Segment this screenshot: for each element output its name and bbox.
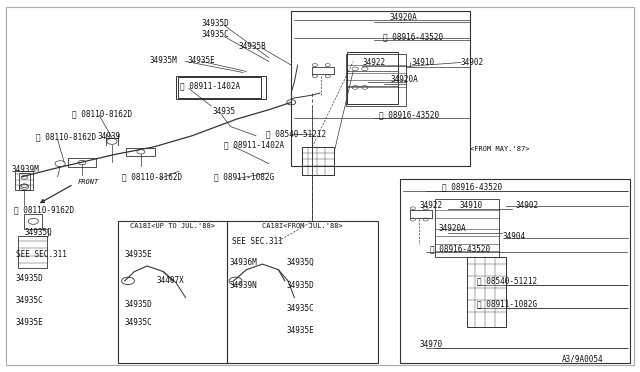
Bar [127,148,155,156]
Text: 34935: 34935 [212,107,236,116]
Text: Ⓑ 08110-8162D: Ⓑ 08110-8162D [36,132,97,141]
Bar [178,77,261,98]
Text: Ⓝ 08911-1402A: Ⓝ 08911-1402A [180,82,241,91]
Text: 34910: 34910 [460,201,483,210]
Text: Ⓝ 08911-1082G: Ⓝ 08911-1082G [477,300,537,309]
Text: Ⓢ 08540-51212: Ⓢ 08540-51212 [477,276,537,285]
Text: 34935E: 34935E [16,318,44,327]
Text: 34935C: 34935C [125,318,152,327]
Bar [302,147,334,175]
Text: Ⓝ 08911-1402A: Ⓝ 08911-1402A [224,141,284,150]
Text: 34935E: 34935E [125,250,152,259]
Text: 34935D: 34935D [202,19,229,28]
Text: 34902: 34902 [461,58,484,67]
Text: Ⓑ 08110-8162D: Ⓑ 08110-8162D [72,109,132,118]
Text: 34407X: 34407X [157,276,184,285]
Bar [15,171,33,190]
Bar [435,199,499,257]
Bar [400,179,630,363]
Text: 34922: 34922 [419,201,442,210]
Text: 34935C: 34935C [16,296,44,305]
Text: 34939N: 34939N [229,281,257,290]
Bar [346,54,406,106]
Text: 34920A: 34920A [438,224,466,233]
Text: A3/9A0054: A3/9A0054 [562,355,604,363]
Text: Ⓦ 08916-43520: Ⓦ 08916-43520 [442,183,502,192]
Text: 34939M: 34939M [12,165,39,174]
Text: 34935B: 34935B [239,42,266,51]
Bar [18,236,47,268]
Text: 34904: 34904 [502,232,525,241]
Text: SEE SEC.311: SEE SEC.311 [16,250,67,259]
Text: 34935D: 34935D [125,300,152,309]
Bar [68,158,97,167]
Text: CA18I<UP TO JUL.'88>: CA18I<UP TO JUL.'88> [131,223,215,229]
Text: 34922: 34922 [363,58,386,67]
Text: 34920A: 34920A [390,13,417,22]
Text: Ⓦ 08916-43520: Ⓦ 08916-43520 [383,32,443,41]
Text: 34902: 34902 [515,201,538,210]
Text: SEE SEC.311: SEE SEC.311 [232,237,282,246]
Text: Ⓦ 08916-43520: Ⓦ 08916-43520 [379,110,439,119]
Text: 34935D: 34935D [287,281,314,290]
Bar [227,221,378,363]
Text: 34935C: 34935C [202,30,229,39]
Text: Ⓝ 08911-1082G: Ⓝ 08911-1082G [214,172,275,181]
Text: FRONT: FRONT [78,179,99,185]
Bar [347,52,398,104]
Text: 34935Q: 34935Q [287,258,314,267]
Text: CA18I<FROM JUL.'88>: CA18I<FROM JUL.'88> [262,223,342,229]
Bar [19,173,30,190]
Text: 34935E: 34935E [188,56,215,65]
Text: 34936M: 34936M [229,258,257,267]
Bar [291,11,470,166]
Text: Ⓢ 08540-51212: Ⓢ 08540-51212 [266,129,326,138]
Bar [118,221,227,363]
Text: 34910: 34910 [412,58,435,67]
Text: 34935Q: 34935Q [24,228,52,237]
Text: Ⓑ 08110-8162D: Ⓑ 08110-8162D [122,172,182,181]
Text: Ⓦ 08916-43520: Ⓦ 08916-43520 [430,244,490,253]
Text: 34935E: 34935E [287,326,314,335]
Bar [467,257,506,327]
Text: Ⓑ 08110-9162D: Ⓑ 08110-9162D [14,206,74,215]
Text: 34970: 34970 [419,340,442,349]
Text: <FROM MAY.'87>: <FROM MAY.'87> [470,146,530,152]
Text: 34939: 34939 [98,132,121,141]
Text: 34920A: 34920A [390,76,418,84]
Bar [176,76,266,99]
Text: 34935D: 34935D [16,274,44,283]
Bar [24,214,42,229]
Text: 34935M: 34935M [149,56,177,65]
Text: 34935C: 34935C [287,304,314,312]
